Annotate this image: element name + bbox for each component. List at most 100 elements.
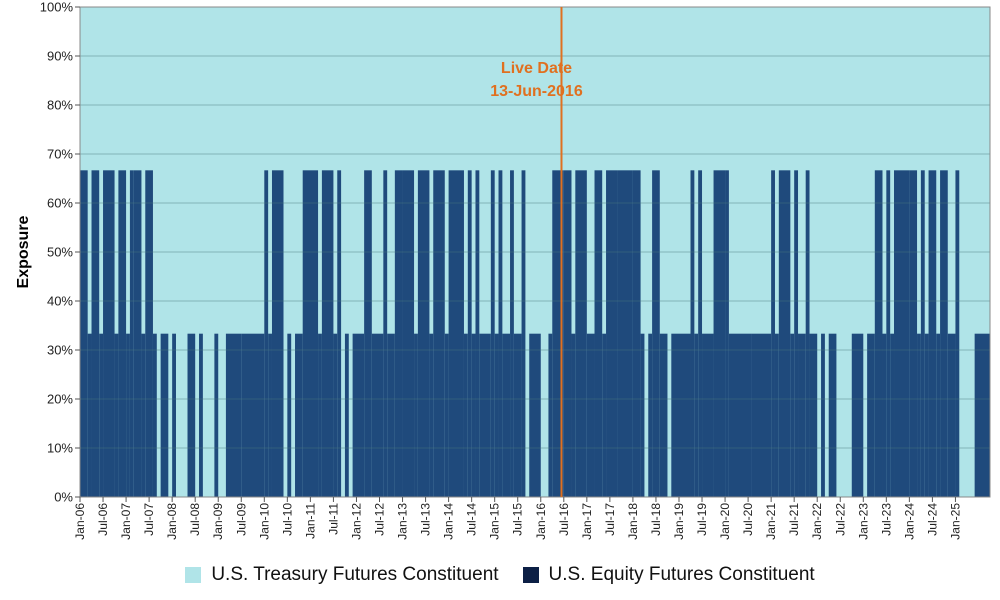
x-tick-label: Jul-09 [234, 503, 248, 536]
x-tick-label: Jul-08 [188, 503, 202, 536]
equity-bar [114, 333, 119, 497]
equity-bar [694, 333, 699, 497]
x-tick-label: Jan-07 [119, 503, 133, 540]
equity-bar [728, 333, 752, 497]
equity-bar [152, 333, 157, 497]
equity-bar [936, 333, 941, 497]
equity-bar [955, 170, 960, 497]
y-axis: 0% 10% 20% 30% 40% 50% 60% 70% 80% 90% 100% [40, 0, 80, 505]
legend: U.S. Treasury Futures Constituent U.S. E… [0, 560, 1000, 590]
equity-bar [429, 333, 434, 497]
equity-bar [659, 333, 668, 497]
x-tick-label: Jan-17 [580, 503, 594, 540]
x-tick-label: Jan-25 [948, 503, 962, 540]
equity-bar [575, 170, 587, 497]
equity-bar [467, 170, 472, 497]
equity-bar [909, 170, 918, 497]
equity-bar [940, 170, 948, 497]
equity-bar [778, 170, 791, 497]
equity-bar [494, 333, 499, 497]
y-tick-label: 10% [47, 441, 73, 456]
equity-bar [874, 170, 883, 497]
x-tick-label: Jan-20 [718, 503, 732, 540]
x-tick-label: Jan-24 [902, 503, 916, 540]
legend-swatch-equity [522, 567, 539, 583]
x-tick-label: Jan-19 [672, 503, 686, 540]
equity-bar [387, 333, 395, 497]
x-tick-label: Jul-12 [372, 503, 386, 536]
y-tick-label: 0% [54, 490, 73, 505]
equity-bar [586, 333, 595, 497]
equity-bar [640, 333, 645, 497]
equity-bar [133, 170, 142, 497]
equity-bar [160, 333, 169, 497]
x-tick-label: Jan-22 [810, 503, 824, 540]
x-tick-label: Jan-16 [534, 503, 548, 540]
equity-bar [80, 170, 88, 497]
x-tick-label: Jan-13 [396, 503, 410, 540]
legend-label-treasury: U.S. Treasury Futures Constituent [211, 564, 499, 585]
x-tick-label: Jan-15 [488, 503, 502, 540]
equity-bar [475, 170, 480, 497]
equity-bar [479, 333, 491, 497]
equity-bar [851, 333, 864, 497]
y-tick-label: 40% [47, 294, 73, 309]
live-date-title: Live Date [501, 60, 572, 77]
equity-bar [414, 333, 418, 497]
gridlines [80, 55, 990, 449]
equity-bar [337, 170, 342, 497]
equity-bar [529, 333, 541, 497]
equity-bar [394, 170, 403, 497]
x-tick-label: Jan-14 [442, 503, 456, 540]
equity-bar [364, 170, 372, 497]
x-tick-label: Jul-21 [787, 503, 801, 536]
y-axis-label: Exposure [15, 215, 32, 288]
equity-bar [828, 333, 837, 497]
equity-bar [867, 333, 875, 497]
legend-item-treasury: U.S. Treasury Futures Constituent [185, 564, 499, 586]
equity-bar [521, 170, 526, 497]
equity-bar [91, 170, 100, 497]
equity-bar [947, 333, 956, 497]
x-tick-label: Jan-06 [73, 503, 87, 540]
equity-bar [126, 333, 130, 497]
equity-bar [417, 170, 430, 497]
equity-bar [463, 333, 468, 497]
equity-bar [268, 333, 272, 497]
equity-bar [225, 333, 242, 497]
equity-bar [713, 170, 726, 497]
x-tick-label: Jul-17 [603, 503, 617, 536]
x-tick-label: Jul-19 [695, 503, 709, 536]
legend-label-equity: U.S. Equity Futures Constituent [548, 564, 815, 585]
x-tick-label: Jul-20 [741, 503, 755, 536]
equity-bar [924, 333, 929, 497]
equity-bar [602, 333, 607, 497]
equity-bar [632, 170, 641, 497]
equity-bar [805, 170, 810, 497]
equity-bar [383, 170, 388, 497]
equity-bar [606, 170, 618, 497]
equity-bar [552, 170, 564, 497]
equity-bar [433, 170, 445, 497]
equity-bar [321, 170, 334, 497]
equity-bar [648, 333, 653, 497]
equity-bar [490, 170, 495, 497]
equity-bar [498, 170, 503, 497]
x-tick-label: Jul-14 [465, 503, 479, 536]
equity-bar [502, 333, 511, 497]
x-tick-label: Jan-21 [764, 503, 778, 540]
equity-bar [974, 333, 990, 497]
equity-bar [241, 333, 265, 497]
equity-bar [352, 333, 365, 497]
x-axis: Jan-06 Jul-06 Jan-07 Jul-07 Jan-08 Jul-08 Jan-… [73, 497, 962, 540]
equity-bar [187, 333, 196, 497]
equity-bar [371, 333, 384, 497]
equity-bar [798, 333, 806, 497]
equity-bar [774, 333, 779, 497]
equity-bar [821, 333, 825, 497]
equity-bar [287, 333, 292, 497]
equity-bar [652, 170, 660, 497]
equity-bar [344, 333, 349, 497]
x-tick-label: Jan-18 [626, 503, 640, 540]
equity-bar [725, 170, 729, 497]
